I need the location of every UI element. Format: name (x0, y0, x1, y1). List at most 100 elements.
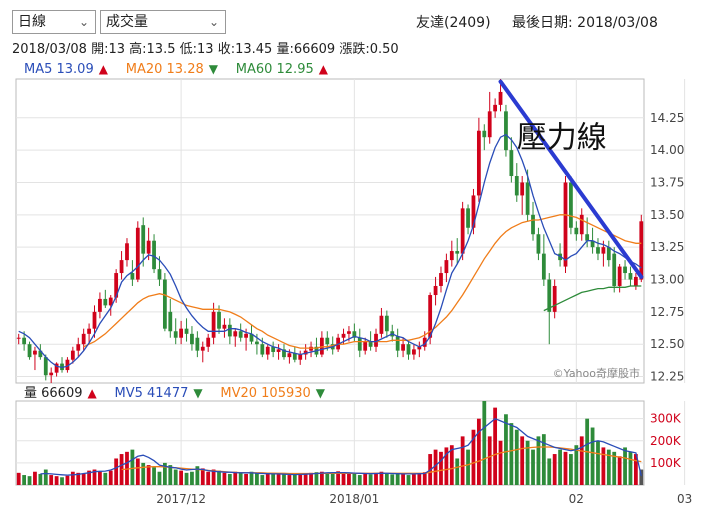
volume-bar (341, 472, 346, 485)
volume-bar (482, 401, 487, 485)
volume-bar (357, 475, 362, 485)
candle-body (92, 311, 97, 329)
price-tick-label: 14.25 (650, 111, 684, 125)
volume-bar (541, 434, 546, 485)
candle-body (200, 346, 205, 351)
candle-body (569, 182, 573, 228)
quote-change: 漲跌:0.50 (339, 42, 399, 57)
volume-bar (190, 471, 194, 485)
candle-body (298, 354, 303, 360)
volume-bar (509, 423, 514, 485)
volume-bar (412, 474, 416, 485)
volume-bar (292, 474, 297, 485)
volume-bar (525, 440, 530, 485)
candle-body (195, 337, 200, 351)
volume-bar (282, 473, 286, 485)
volume-bar (287, 475, 292, 485)
volume-bar (493, 407, 498, 485)
price-tick-label: 13.00 (650, 273, 684, 287)
volume-bar (233, 471, 238, 485)
period-select-value: 日線 (18, 14, 46, 30)
candle-body (146, 240, 151, 254)
candle-body (417, 346, 422, 350)
volume-panel-frame (15, 400, 645, 486)
volume-bar (60, 477, 64, 485)
mv5-line (40, 417, 642, 477)
volume-bar (558, 449, 562, 485)
indicator-select[interactable]: 成交量 ⌄ (100, 10, 226, 34)
price-tick-label: 12.50 (650, 337, 684, 351)
volume-bar (390, 474, 395, 485)
candle-body (227, 324, 232, 337)
candle-body (596, 247, 600, 254)
volume-bar (466, 449, 470, 485)
candle-body (585, 234, 590, 241)
volume-bar (417, 473, 422, 485)
volume-bar (168, 465, 173, 485)
price-tick-label: 12.75 (650, 305, 684, 319)
candle-body (38, 350, 43, 358)
volume-bar (433, 449, 438, 485)
candle-body (628, 273, 633, 280)
quote-high: 高:13.5 (129, 42, 176, 57)
candle-body (531, 214, 535, 235)
quote-low: 低:13 (179, 42, 214, 57)
candle-body (16, 337, 21, 339)
candle-body (509, 150, 514, 177)
ma20-line (83, 214, 642, 349)
candle-body (439, 273, 443, 286)
volume-bar (368, 474, 373, 485)
candle-body (103, 298, 108, 306)
candle-body (368, 341, 373, 347)
quote-date: 2018/03/08 (12, 42, 87, 57)
candle-body (639, 221, 644, 280)
candle-body (255, 341, 259, 345)
volume-bar (217, 470, 221, 485)
candle-body (265, 346, 270, 355)
volume-bar (265, 473, 270, 485)
volume-bar (146, 465, 151, 485)
candle-body (98, 298, 102, 312)
volume-bar (298, 474, 303, 485)
price-tick-label: 14.00 (650, 143, 684, 157)
candle-body (152, 240, 156, 270)
quote-line: 2018/03/08 開:13 高:13.5 低:13 收:13.45 量:66… (12, 38, 399, 57)
volume-bar (179, 470, 184, 485)
candle-body (33, 350, 37, 355)
volume-bar (520, 436, 525, 485)
volume-bar (152, 467, 156, 485)
candle-body (49, 372, 54, 376)
volume-bar (222, 472, 227, 485)
candle-body (173, 331, 178, 338)
candle-body (119, 260, 124, 274)
volume-bar (623, 447, 627, 485)
candle-body (449, 251, 454, 261)
candle-body (514, 176, 519, 196)
candle-body (260, 344, 265, 355)
volume-bar (444, 447, 449, 485)
period-select[interactable]: 日線 ⌄ (12, 10, 96, 34)
volume-tick-label: 100K (650, 456, 682, 470)
volume-bar (563, 451, 568, 485)
volume-bar (33, 471, 37, 485)
candle-body (233, 331, 238, 337)
chevron-down-icon: ⌄ (208, 15, 219, 29)
volume-bar (227, 473, 232, 485)
candle-body (471, 195, 476, 228)
volume-bar (422, 472, 427, 485)
volume-bar (271, 473, 276, 485)
candle-body (493, 104, 498, 112)
date-tick-label: 03 (677, 492, 692, 506)
candle-body (27, 344, 32, 358)
candle-body (487, 111, 492, 138)
volume-bar (347, 472, 351, 485)
volume-bar (43, 469, 48, 485)
volume-bar (125, 451, 129, 485)
candle-body (363, 341, 368, 351)
volume-bar (22, 475, 27, 485)
candle-body (162, 279, 167, 329)
volume-bar (476, 418, 481, 485)
volume-legend-arrow: ▼ (316, 386, 326, 400)
candle-body (552, 285, 557, 312)
